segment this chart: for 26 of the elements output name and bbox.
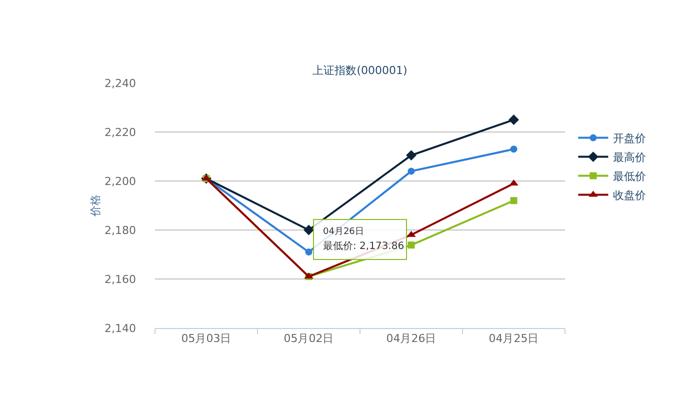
x-tick-label: 04月26日: [386, 332, 436, 346]
x-tick-label: 05月03日: [181, 332, 232, 346]
legend-label: 开盘价: [613, 132, 646, 146]
point: [305, 248, 312, 256]
x-tick-label: 04月25日: [488, 332, 539, 346]
y-tick-label: 2,220: [104, 126, 136, 139]
point: [406, 150, 416, 160]
y-tick-label: 2,240: [104, 76, 136, 90]
y-tick-label: 2,180: [104, 224, 136, 237]
y-tick-label: 2,140: [104, 322, 136, 335]
legend-label: 最低价: [613, 170, 646, 184]
point: [510, 197, 518, 204]
point: [304, 224, 314, 236]
chart-title: 上证指数(000001): [312, 64, 408, 77]
y-tick-label: 2,200: [104, 174, 136, 188]
annotation: 04月26日: [323, 227, 364, 237]
y-tick-label: 2,160: [104, 272, 136, 286]
y-axis-title: 价格: [89, 194, 102, 218]
x-tick-label: 05月02日: [284, 332, 334, 346]
legend-label: 收盘价: [613, 189, 646, 202]
point: [508, 114, 519, 125]
annotation: 最低价: 2,173.86: [323, 240, 404, 252]
point: [408, 242, 415, 249]
point: [510, 146, 518, 153]
legend-label: 最高价: [613, 151, 646, 164]
point: [408, 168, 415, 175]
